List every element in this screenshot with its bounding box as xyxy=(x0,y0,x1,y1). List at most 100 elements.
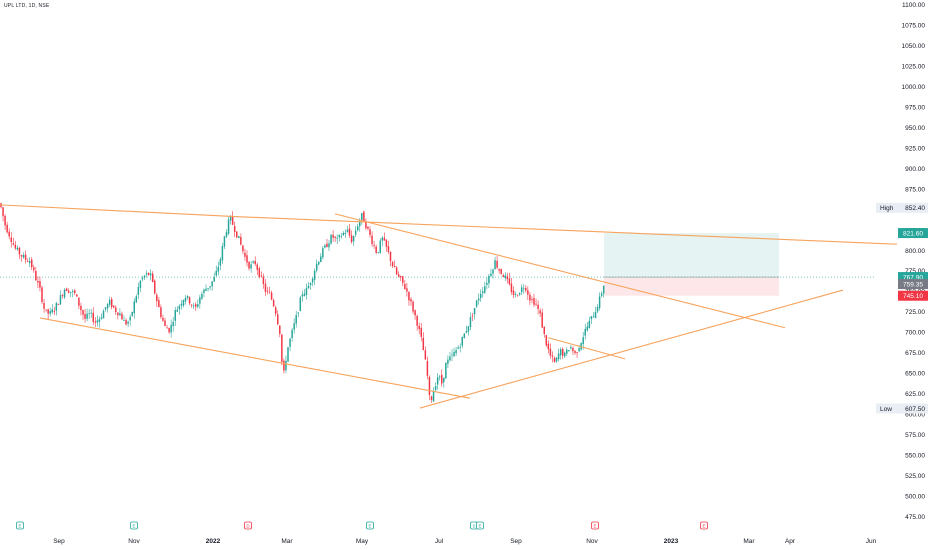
candle-body xyxy=(213,276,215,282)
candle xyxy=(559,347,562,360)
time-tick-label: Mar xyxy=(743,538,755,545)
event-marker-box[interactable] xyxy=(700,521,708,530)
candle-body xyxy=(492,269,494,274)
candle-body xyxy=(414,310,416,316)
candle-body xyxy=(182,300,185,306)
candle-body xyxy=(434,386,437,390)
time-tick-label: Sep xyxy=(53,538,65,545)
candle xyxy=(529,292,531,306)
event-marker[interactable]: E xyxy=(130,521,138,530)
candle-body xyxy=(441,374,443,384)
candle-body xyxy=(549,348,552,356)
candle xyxy=(586,321,589,332)
candle-body xyxy=(119,313,121,316)
candle-body xyxy=(381,237,384,241)
position-zones xyxy=(0,233,875,296)
event-marker-box[interactable] xyxy=(244,521,252,530)
candle xyxy=(547,340,550,354)
event-marker-box[interactable] xyxy=(476,521,484,530)
target-zone[interactable] xyxy=(604,233,779,278)
candle-body xyxy=(320,256,322,263)
event-marker-box[interactable] xyxy=(130,521,138,530)
trendline[interactable] xyxy=(0,204,231,217)
candle xyxy=(24,250,27,264)
candle xyxy=(564,351,566,358)
trendline[interactable] xyxy=(419,289,844,409)
candle xyxy=(336,234,338,245)
candle xyxy=(457,345,459,350)
trendline[interactable] xyxy=(39,317,471,399)
candle-body xyxy=(72,291,74,293)
candle xyxy=(453,347,455,358)
event-marker[interactable]: E xyxy=(476,521,484,530)
candle-body xyxy=(330,234,332,244)
candle xyxy=(35,266,37,282)
hilo-marker: High 852.40 xyxy=(876,202,928,213)
candle-body xyxy=(490,273,492,276)
candle-body xyxy=(301,294,304,297)
candle xyxy=(356,223,359,232)
candle xyxy=(297,312,299,318)
candle xyxy=(465,325,468,334)
candle-body xyxy=(541,312,543,328)
price-tick-label: 925.00 xyxy=(905,145,925,152)
price-tick-label: 525.00 xyxy=(905,473,925,480)
candle xyxy=(506,272,509,284)
candle-body xyxy=(197,304,199,307)
candle xyxy=(213,272,215,283)
candle xyxy=(447,355,449,368)
event-marker[interactable]: D xyxy=(244,521,252,530)
trendline[interactable] xyxy=(334,213,786,329)
candle xyxy=(69,291,72,298)
candle xyxy=(149,269,152,281)
candle-body xyxy=(570,347,572,349)
candle xyxy=(270,290,273,301)
candle-body xyxy=(416,315,418,326)
candle-body xyxy=(348,228,351,236)
candle xyxy=(594,306,597,319)
candle-body xyxy=(461,337,463,346)
candle-body xyxy=(539,310,541,314)
event-marker-box[interactable] xyxy=(16,521,24,530)
candle-body xyxy=(508,278,511,285)
candle-body xyxy=(209,286,211,288)
candle-body xyxy=(274,307,277,314)
event-marker-box[interactable] xyxy=(366,521,374,530)
candle xyxy=(373,240,375,249)
candle-body xyxy=(488,275,490,284)
candle xyxy=(346,225,349,233)
event-marker[interactable]: E xyxy=(700,521,708,530)
price-label-bg xyxy=(898,272,928,283)
event-marker-letter: E xyxy=(702,524,705,529)
candle-body xyxy=(602,285,605,294)
event-marker[interactable]: E xyxy=(366,521,374,530)
event-marker-letter: E xyxy=(368,524,371,529)
candle-body xyxy=(385,239,388,247)
candle xyxy=(158,296,160,308)
candle xyxy=(272,298,275,308)
event-marker-box[interactable] xyxy=(591,521,599,530)
candle-body xyxy=(463,333,466,339)
time-axis: Sep Nov 2022 Mar May Jul Sep Nov 2023 Mar Apr Jun xyxy=(53,538,876,545)
candle-body xyxy=(334,236,336,238)
trendline[interactable] xyxy=(547,337,626,360)
candle-body xyxy=(318,261,320,265)
candle-body xyxy=(559,349,562,356)
event-marker[interactable]: E xyxy=(591,521,599,530)
trendline[interactable] xyxy=(229,215,898,245)
candle-body xyxy=(2,207,4,217)
hilo-marker-value: 852.40 xyxy=(905,205,925,212)
candle-body xyxy=(328,243,330,248)
candle-body xyxy=(233,225,236,232)
event-marker[interactable]: E xyxy=(16,521,24,530)
stop-zone[interactable] xyxy=(604,277,779,296)
candle-body xyxy=(37,281,39,283)
price-label-bg xyxy=(898,279,928,290)
time-tick-label: Nov xyxy=(586,538,598,545)
candle-body xyxy=(422,337,425,351)
candle-body xyxy=(225,232,228,237)
event-marker[interactable]: S xyxy=(470,521,478,530)
candle xyxy=(498,268,500,274)
candle-body xyxy=(523,288,525,290)
